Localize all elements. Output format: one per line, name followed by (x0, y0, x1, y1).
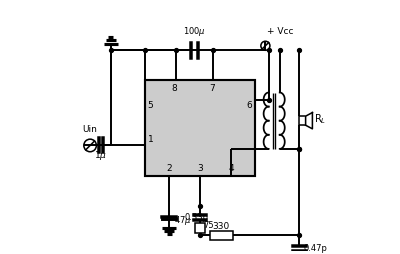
Text: 0.47p: 0.47p (304, 244, 328, 253)
Text: 6: 6 (246, 101, 252, 110)
Bar (195, 223, 205, 233)
Text: + Vcc: + Vcc (267, 27, 294, 37)
Bar (299, 116, 306, 125)
Text: Uin: Uin (82, 125, 97, 134)
Text: 1: 1 (148, 135, 154, 144)
Text: 100$\mu$: 100$\mu$ (183, 25, 206, 38)
Text: 8: 8 (172, 84, 177, 93)
Text: 4: 4 (228, 164, 234, 173)
Text: 1$\mu$: 1$\mu$ (94, 149, 107, 162)
Bar (145, 81, 255, 176)
Text: 75: 75 (204, 221, 214, 230)
Text: 5: 5 (148, 101, 154, 110)
Text: 0.33p: 0.33p (185, 213, 209, 222)
Text: 2: 2 (166, 164, 172, 173)
Text: 7: 7 (209, 84, 215, 93)
Bar (210, 231, 233, 240)
Text: 3: 3 (197, 164, 203, 173)
Text: 47$\mu$: 47$\mu$ (174, 214, 191, 227)
Text: 330: 330 (213, 222, 230, 231)
Text: R$_L$: R$_L$ (314, 113, 327, 126)
Polygon shape (306, 113, 312, 125)
Polygon shape (306, 113, 312, 129)
